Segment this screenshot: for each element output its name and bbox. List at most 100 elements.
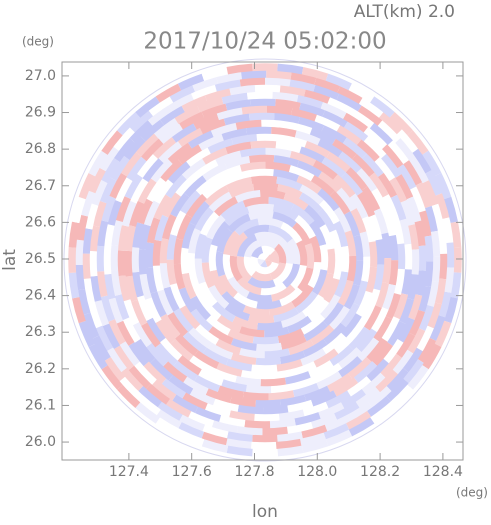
radar-cell bbox=[219, 252, 222, 276]
radar-cell bbox=[249, 318, 274, 320]
radar-cell bbox=[422, 246, 423, 271]
radar-cell bbox=[142, 249, 143, 274]
radar-cell bbox=[217, 75, 241, 80]
x-tick-label: 127.8 bbox=[234, 464, 274, 480]
radar-cell bbox=[101, 221, 105, 246]
radar-cell bbox=[270, 422, 295, 425]
radar-cell bbox=[271, 130, 295, 134]
radar-cell bbox=[393, 260, 395, 285]
radar-cell bbox=[268, 257, 269, 261]
radar-cell bbox=[350, 256, 353, 281]
radar-cell bbox=[261, 123, 286, 125]
radar-cell bbox=[184, 248, 185, 273]
y-tick-label: 26.9 bbox=[25, 105, 56, 121]
radar-cell bbox=[454, 222, 457, 247]
radar-cell bbox=[276, 443, 301, 446]
radar-cell bbox=[241, 165, 266, 168]
radar-cell bbox=[241, 74, 266, 75]
radar-cell bbox=[79, 240, 80, 265]
radar-cell bbox=[385, 233, 388, 258]
radar-cell bbox=[225, 117, 250, 122]
radar-cell bbox=[254, 417, 279, 418]
radar-cell bbox=[446, 218, 450, 243]
radar-cell bbox=[227, 449, 252, 452]
radar-cell bbox=[244, 309, 269, 313]
radar-cell bbox=[231, 400, 256, 404]
radar-cell bbox=[450, 243, 451, 268]
radar-cell bbox=[256, 361, 281, 362]
radar-cell bbox=[107, 225, 111, 250]
radar-cell bbox=[136, 223, 141, 247]
radar-cell bbox=[323, 245, 325, 270]
y-tick-label: 26.7 bbox=[25, 178, 56, 194]
radar-cell bbox=[308, 244, 311, 268]
radar-cell bbox=[428, 236, 430, 261]
radar-cell bbox=[256, 346, 281, 348]
radar-cell bbox=[278, 449, 303, 452]
radar-cell bbox=[337, 255, 339, 279]
radar-cell bbox=[240, 81, 265, 83]
radar-cell bbox=[108, 274, 112, 298]
radar-cell bbox=[348, 231, 353, 256]
x-unit: (deg) bbox=[456, 486, 488, 500]
x-tick-label: 128.0 bbox=[297, 464, 337, 480]
radar-cell bbox=[251, 445, 276, 446]
radar-cell bbox=[412, 225, 416, 250]
radar-cell bbox=[265, 352, 290, 355]
radar-cell bbox=[257, 303, 281, 306]
radar-cell bbox=[191, 253, 193, 277]
radar-field bbox=[64, 59, 466, 461]
radar-cell bbox=[242, 374, 267, 376]
radar-cell bbox=[249, 172, 274, 174]
radar-cell bbox=[242, 109, 267, 111]
radar-cell bbox=[107, 249, 108, 274]
radar-cell bbox=[254, 186, 278, 187]
radar-cell bbox=[428, 261, 430, 286]
radar-cell bbox=[93, 226, 96, 251]
y-tick-label: 26.3 bbox=[25, 324, 56, 340]
radar-cell bbox=[246, 389, 271, 390]
radar-cell bbox=[257, 137, 282, 138]
radar-cell bbox=[93, 251, 94, 276]
radar-cell bbox=[261, 256, 264, 259]
radar-cell bbox=[228, 435, 253, 438]
x-tick-label: 128.2 bbox=[360, 464, 400, 480]
radar-cell bbox=[441, 229, 444, 254]
radar-cell bbox=[377, 265, 381, 290]
radar-cell bbox=[357, 236, 360, 261]
y-tick-label: 26.6 bbox=[25, 214, 56, 230]
radar-cell bbox=[266, 151, 291, 154]
radar-cell bbox=[163, 239, 165, 263]
radar-cell bbox=[265, 165, 290, 168]
radar-cell bbox=[128, 251, 129, 276]
radar-cell bbox=[156, 240, 158, 265]
radar-cell bbox=[249, 158, 274, 159]
radar-cell bbox=[262, 263, 266, 264]
radar-cell bbox=[331, 249, 332, 274]
radar-cell bbox=[261, 381, 286, 383]
radar-cell bbox=[257, 268, 268, 271]
radar-cell bbox=[240, 330, 264, 334]
radar-cell bbox=[248, 207, 273, 210]
radar-cell bbox=[240, 352, 265, 355]
radar-cell bbox=[252, 368, 277, 369]
x-axis-label: lon bbox=[252, 502, 278, 521]
radar-cell bbox=[257, 325, 282, 327]
radar-cell bbox=[398, 269, 402, 294]
radar-cell bbox=[149, 268, 153, 293]
radar-cell bbox=[87, 279, 91, 304]
radar-cell bbox=[273, 95, 298, 98]
radar-cell bbox=[227, 67, 252, 70]
radar-cell bbox=[135, 247, 136, 272]
radar-cell bbox=[386, 258, 388, 283]
radar-cell bbox=[226, 103, 250, 107]
radar-cell bbox=[365, 257, 367, 281]
radar-cell bbox=[260, 193, 284, 196]
radar-cell bbox=[170, 235, 173, 260]
radar-cell bbox=[230, 88, 255, 91]
radar-cell bbox=[267, 373, 292, 376]
radar-cell bbox=[436, 256, 437, 281]
radar-cell bbox=[241, 151, 266, 154]
radar-cell bbox=[251, 144, 276, 145]
